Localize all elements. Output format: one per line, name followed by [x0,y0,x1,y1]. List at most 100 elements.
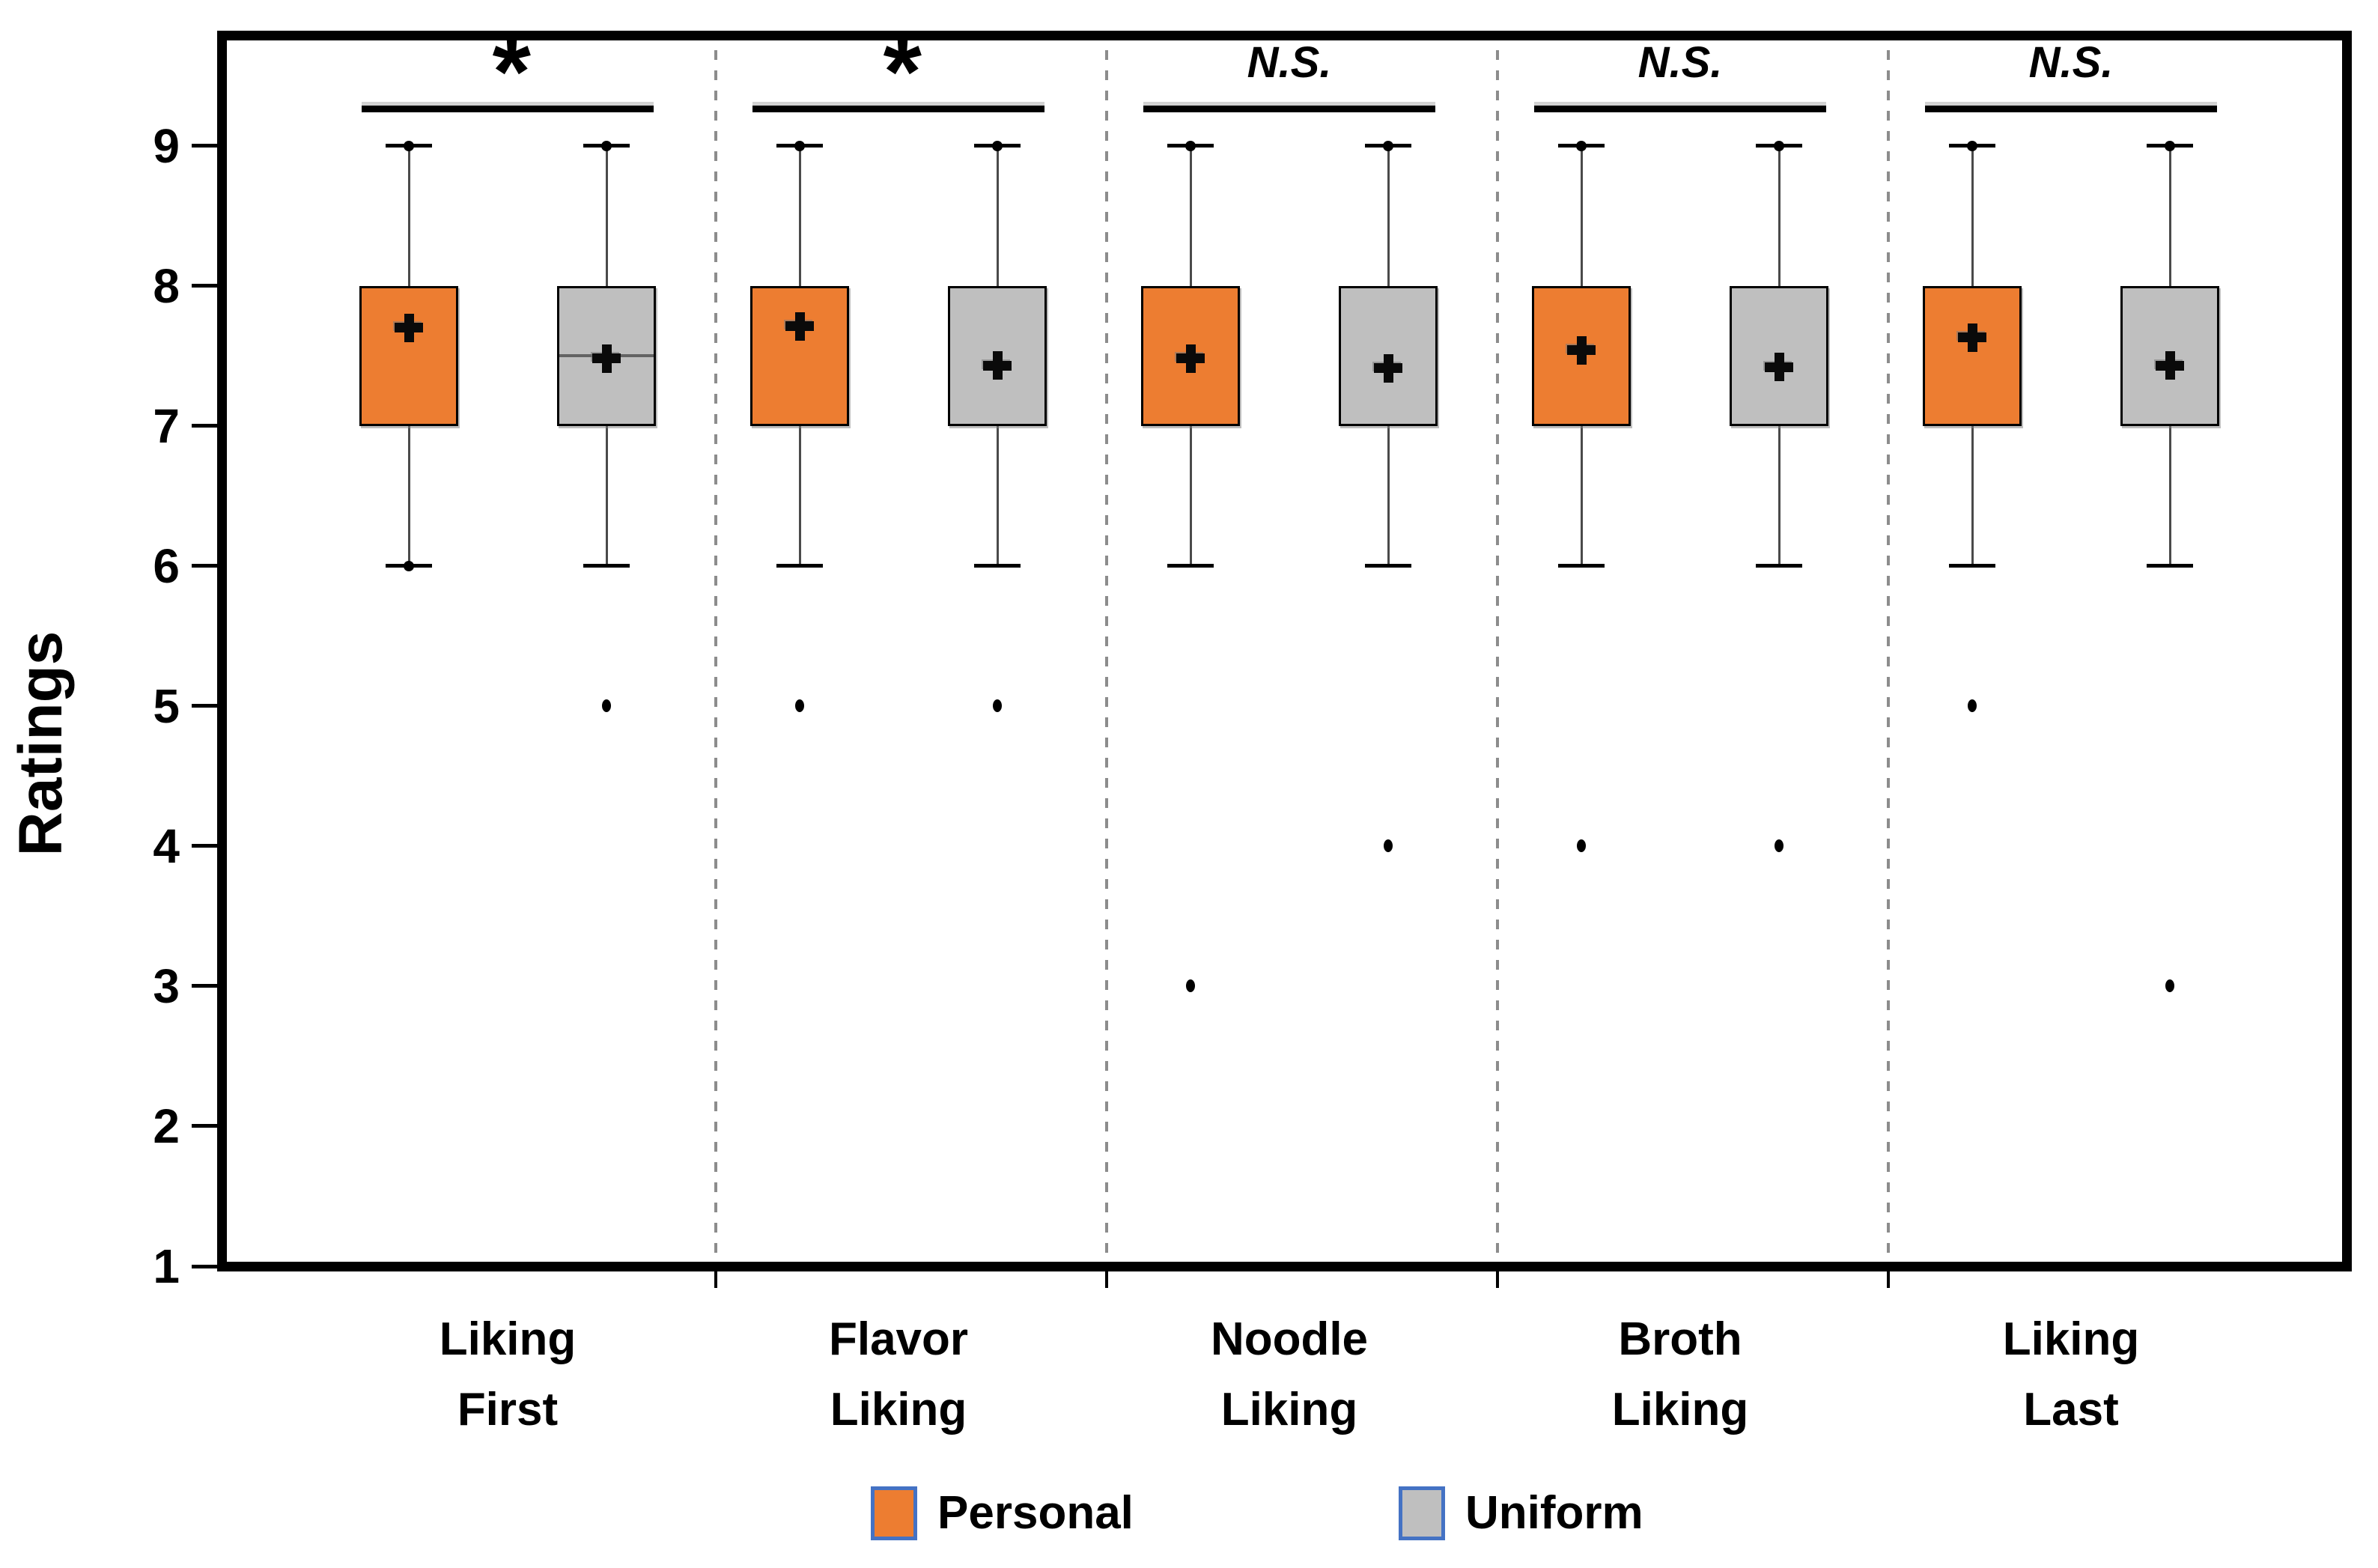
mean-marker [1774,353,1784,382]
y-tick-label: 1 [153,1239,180,1293]
whisker-cap-low [583,564,630,568]
mean-marker [1185,344,1196,373]
whisker-stem-upper [1387,145,1390,286]
outlier-dot [1186,979,1195,993]
outlier-dot [1384,839,1393,853]
significance-bar [752,106,1044,112]
outlier-dot [2165,979,2174,993]
group-separator [714,50,717,1262]
whisker-cap-low [2147,564,2193,568]
whisker-end-dot [404,140,414,151]
legend: Personal Uniform [0,1479,2378,1561]
whisker-stem-lower [1971,425,1974,566]
whisker-end-dot [1383,140,1393,151]
whisker-stem-upper [1580,145,1583,286]
whisker-cap-low [1558,564,1605,568]
x-category-label: Flavor Liking [828,1313,969,1435]
y-tick-mark [192,1264,217,1268]
mean-marker [1967,323,1977,352]
box-personal [359,285,458,426]
whisker-stem-lower [1580,425,1583,566]
whisker-end-dot [404,560,414,571]
whisker-stem-upper [1189,145,1192,286]
whisker-stem-lower [2168,425,2171,566]
y-tick-label: 2 [153,1098,180,1153]
mean-marker [404,313,414,342]
outlier-dot [602,699,611,713]
x-category-label: Noodle Liking [1210,1313,1369,1435]
significance-label: N.S. [1637,38,1723,87]
plot-area-frame [217,31,2352,1271]
y-tick-label: 6 [153,538,180,593]
whisker-stem-lower [407,425,410,566]
x-category-label: Liking Last [2002,1313,2140,1435]
outlier-dot [1775,839,1784,853]
whisker-cap-low [974,564,1021,568]
whisker-stem-upper [1971,145,1974,286]
whisker-end-dot [2165,140,2175,151]
x-axis-tick [1496,1271,1499,1288]
whisker-stem-upper [996,145,999,286]
whisker-cap-low [1365,564,1411,568]
whisker-stem-upper [605,145,608,286]
whisker-end-dot [1774,140,1784,151]
significance-bar [1925,106,2217,112]
significance-bar [1534,106,1826,112]
whisker-stem-lower [605,425,608,566]
y-tick-mark [192,424,217,428]
box-personal [750,285,849,426]
mean-marker [1383,353,1393,383]
x-category-label: Broth Liking [1611,1313,1749,1435]
mean-marker [1576,335,1587,365]
whisker-stem-upper [1778,145,1781,286]
legend-label-personal: Personal [937,1487,1134,1539]
whisker-cap-low [1949,564,1995,568]
mean-marker [794,312,805,341]
group-separator [1105,50,1108,1262]
y-tick-label: 7 [153,398,180,453]
outlier-dot [1968,699,1977,713]
x-axis-tick [1887,1271,1890,1288]
whisker-end-dot [601,140,612,151]
significance-label: N.S. [2028,38,2114,87]
whisker-end-dot [794,140,805,151]
whisker-cap-low [1167,564,1214,568]
whisker-end-dot [1576,140,1587,151]
outlier-dot [1577,839,1586,853]
whisker-stem-lower [996,425,999,566]
whisker-cap-low [1756,564,1802,568]
y-tick-label: 3 [153,958,180,1013]
significance-label: * [879,16,918,127]
y-tick-label: 9 [153,118,180,173]
whisker-stem-upper [407,145,410,286]
whisker-stem-lower [1189,425,1192,566]
y-tick-mark [192,564,217,568]
whisker-stem-lower [1387,425,1390,566]
box-personal [1923,285,2022,426]
significance-label: N.S. [1247,38,1332,87]
whisker-cap-low [776,564,823,568]
legend-swatch-uniform [1399,1486,1445,1540]
y-tick-mark [192,284,217,288]
mean-marker [601,344,612,373]
y-tick-mark [192,704,217,708]
legend-label-uniform: Uniform [1465,1487,1643,1539]
group-separator [1887,50,1890,1262]
significance-bar [1143,106,1435,112]
whisker-stem-upper [798,145,801,286]
mean-marker [992,351,1003,380]
y-tick-label: 5 [153,678,180,733]
whisker-end-dot [1967,140,1977,151]
x-category-label: Liking First [439,1313,577,1435]
legend-swatch-personal [871,1486,917,1540]
whisker-stem-upper [2168,145,2171,286]
outlier-dot [795,699,804,713]
significance-bar [362,106,654,112]
outlier-dot [993,699,1002,713]
mean-marker [2165,351,2175,380]
y-tick-label: 4 [153,818,180,873]
y-tick-label: 8 [153,258,180,313]
y-tick-mark [192,1124,217,1128]
significance-label: * [488,16,527,127]
